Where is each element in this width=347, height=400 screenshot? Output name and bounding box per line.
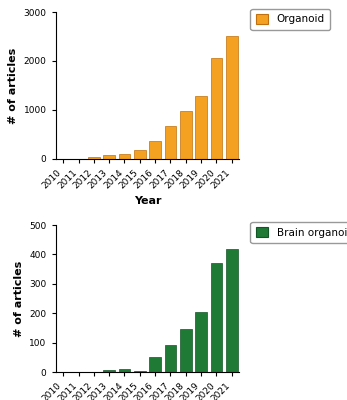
Bar <box>119 154 130 159</box>
Bar <box>226 249 237 372</box>
Bar <box>165 345 176 372</box>
Bar <box>134 150 145 159</box>
Bar <box>211 263 222 372</box>
Legend: Brain organoid: Brain organoid <box>251 222 347 243</box>
Bar <box>165 126 176 159</box>
Bar <box>119 369 130 372</box>
Bar <box>134 371 145 372</box>
Y-axis label: # of articles: # of articles <box>8 47 18 124</box>
Bar <box>150 357 161 372</box>
Bar <box>150 141 161 159</box>
Bar <box>103 154 115 159</box>
Legend: Organoid: Organoid <box>251 9 330 30</box>
Bar <box>103 370 115 372</box>
Y-axis label: # of articles: # of articles <box>14 260 24 337</box>
Bar <box>226 36 237 159</box>
Bar <box>88 158 100 159</box>
Bar <box>195 312 207 372</box>
Bar <box>211 58 222 159</box>
Bar <box>180 328 192 372</box>
Bar <box>180 112 192 159</box>
X-axis label: Year: Year <box>134 196 161 206</box>
Bar <box>195 96 207 159</box>
